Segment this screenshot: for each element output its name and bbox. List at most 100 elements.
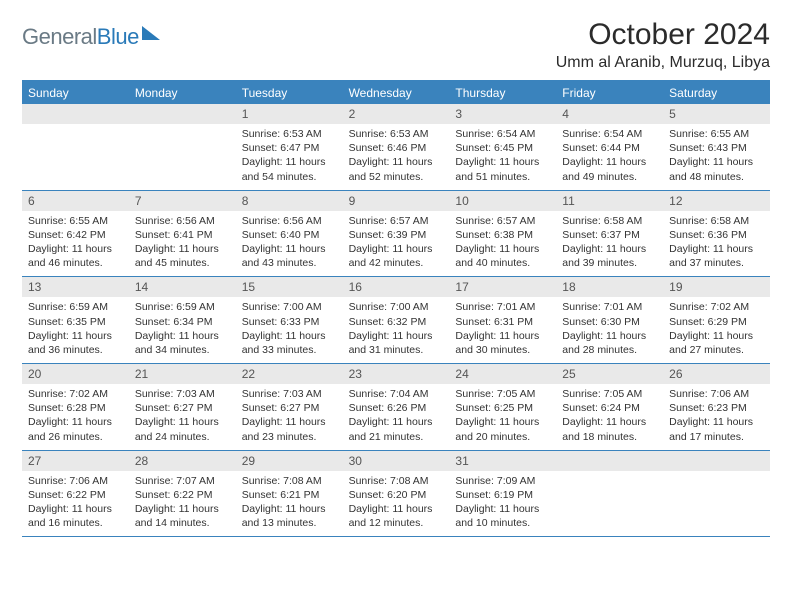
calendar-page: GeneralBlue October 2024 Umm al Aranib, … [0, 0, 792, 547]
sunset-text: Sunset: 6:26 PM [349, 401, 444, 415]
sunset-text: Sunset: 6:38 PM [455, 228, 550, 242]
day-number: 8 [236, 191, 343, 211]
daylight-text: Daylight: 11 hours and 54 minutes. [242, 155, 337, 183]
sunrise-text: Sunrise: 7:08 AM [349, 474, 444, 488]
sunrise-text: Sunrise: 7:02 AM [669, 300, 764, 314]
day-cell-1: 1Sunrise: 6:53 AMSunset: 6:47 PMDaylight… [236, 104, 343, 190]
day-cell-28: 28Sunrise: 7:07 AMSunset: 6:22 PMDayligh… [129, 451, 236, 537]
daylight-text: Daylight: 11 hours and 39 minutes. [562, 242, 657, 270]
day-body: Sunrise: 6:59 AMSunset: 6:34 PMDaylight:… [129, 297, 236, 357]
sunrise-text: Sunrise: 7:01 AM [562, 300, 657, 314]
sunrise-text: Sunrise: 7:05 AM [455, 387, 550, 401]
sunrise-text: Sunrise: 7:04 AM [349, 387, 444, 401]
day-body: Sunrise: 6:56 AMSunset: 6:40 PMDaylight:… [236, 211, 343, 271]
sunrise-text: Sunrise: 6:57 AM [455, 214, 550, 228]
day-number: 27 [22, 451, 129, 471]
day-number: 13 [22, 277, 129, 297]
week-row: 13Sunrise: 6:59 AMSunset: 6:35 PMDayligh… [22, 277, 770, 364]
day-number: 24 [449, 364, 556, 384]
weekday-thursday: Thursday [449, 82, 556, 104]
daylight-text: Daylight: 11 hours and 31 minutes. [349, 329, 444, 357]
sunrise-text: Sunrise: 7:08 AM [242, 474, 337, 488]
sunrise-text: Sunrise: 6:56 AM [242, 214, 337, 228]
day-cell-2: 2Sunrise: 6:53 AMSunset: 6:46 PMDaylight… [343, 104, 450, 190]
daylight-text: Daylight: 11 hours and 49 minutes. [562, 155, 657, 183]
day-number: 7 [129, 191, 236, 211]
sunset-text: Sunset: 6:36 PM [669, 228, 764, 242]
day-cell-17: 17Sunrise: 7:01 AMSunset: 6:31 PMDayligh… [449, 277, 556, 363]
sunset-text: Sunset: 6:32 PM [349, 315, 444, 329]
day-cell-6: 6Sunrise: 6:55 AMSunset: 6:42 PMDaylight… [22, 191, 129, 277]
day-number: 11 [556, 191, 663, 211]
daylight-text: Daylight: 11 hours and 21 minutes. [349, 415, 444, 443]
day-body: Sunrise: 7:00 AMSunset: 6:32 PMDaylight:… [343, 297, 450, 357]
sunrise-text: Sunrise: 7:00 AM [242, 300, 337, 314]
day-number: 16 [343, 277, 450, 297]
empty-cell [129, 104, 236, 190]
day-cell-14: 14Sunrise: 6:59 AMSunset: 6:34 PMDayligh… [129, 277, 236, 363]
day-number: 6 [22, 191, 129, 211]
week-row: 20Sunrise: 7:02 AMSunset: 6:28 PMDayligh… [22, 364, 770, 451]
day-number: 18 [556, 277, 663, 297]
day-body: Sunrise: 7:03 AMSunset: 6:27 PMDaylight:… [129, 384, 236, 444]
day-number: 23 [343, 364, 450, 384]
day-body: Sunrise: 7:06 AMSunset: 6:23 PMDaylight:… [663, 384, 770, 444]
sunrise-text: Sunrise: 7:01 AM [455, 300, 550, 314]
day-cell-19: 19Sunrise: 7:02 AMSunset: 6:29 PMDayligh… [663, 277, 770, 363]
day-cell-22: 22Sunrise: 7:03 AMSunset: 6:27 PMDayligh… [236, 364, 343, 450]
daylight-text: Daylight: 11 hours and 30 minutes. [455, 329, 550, 357]
week-row: 27Sunrise: 7:06 AMSunset: 6:22 PMDayligh… [22, 451, 770, 538]
sunrise-text: Sunrise: 7:05 AM [562, 387, 657, 401]
sunset-text: Sunset: 6:33 PM [242, 315, 337, 329]
daylight-text: Daylight: 11 hours and 14 minutes. [135, 502, 230, 530]
sunrise-text: Sunrise: 6:56 AM [135, 214, 230, 228]
sunset-text: Sunset: 6:39 PM [349, 228, 444, 242]
daylight-text: Daylight: 11 hours and 37 minutes. [669, 242, 764, 270]
day-number: 12 [663, 191, 770, 211]
day-body: Sunrise: 6:56 AMSunset: 6:41 PMDaylight:… [129, 211, 236, 271]
day-cell-9: 9Sunrise: 6:57 AMSunset: 6:39 PMDaylight… [343, 191, 450, 277]
sunrise-text: Sunrise: 6:59 AM [135, 300, 230, 314]
calendar-grid: SundayMondayTuesdayWednesdayThursdayFrid… [22, 80, 770, 537]
day-number: 14 [129, 277, 236, 297]
day-body: Sunrise: 7:01 AMSunset: 6:30 PMDaylight:… [556, 297, 663, 357]
day-number: 10 [449, 191, 556, 211]
day-body: Sunrise: 7:06 AMSunset: 6:22 PMDaylight:… [22, 471, 129, 531]
day-body: Sunrise: 6:53 AMSunset: 6:46 PMDaylight:… [343, 124, 450, 184]
empty-cell [22, 104, 129, 190]
daylight-text: Daylight: 11 hours and 52 minutes. [349, 155, 444, 183]
sunrise-text: Sunrise: 6:53 AM [349, 127, 444, 141]
empty-cell [663, 451, 770, 537]
day-cell-30: 30Sunrise: 7:08 AMSunset: 6:20 PMDayligh… [343, 451, 450, 537]
daylight-text: Daylight: 11 hours and 20 minutes. [455, 415, 550, 443]
weekday-header-row: SundayMondayTuesdayWednesdayThursdayFrid… [22, 82, 770, 104]
sunset-text: Sunset: 6:27 PM [242, 401, 337, 415]
sunset-text: Sunset: 6:30 PM [562, 315, 657, 329]
sunset-text: Sunset: 6:21 PM [242, 488, 337, 502]
day-cell-26: 26Sunrise: 7:06 AMSunset: 6:23 PMDayligh… [663, 364, 770, 450]
daylight-text: Daylight: 11 hours and 24 minutes. [135, 415, 230, 443]
sunrise-text: Sunrise: 6:55 AM [28, 214, 123, 228]
sunrise-text: Sunrise: 6:55 AM [669, 127, 764, 141]
day-body: Sunrise: 6:59 AMSunset: 6:35 PMDaylight:… [22, 297, 129, 357]
day-body: Sunrise: 6:53 AMSunset: 6:47 PMDaylight:… [236, 124, 343, 184]
daylight-text: Daylight: 11 hours and 43 minutes. [242, 242, 337, 270]
day-body: Sunrise: 6:55 AMSunset: 6:43 PMDaylight:… [663, 124, 770, 184]
day-number: 2 [343, 104, 450, 124]
day-cell-18: 18Sunrise: 7:01 AMSunset: 6:30 PMDayligh… [556, 277, 663, 363]
day-body: Sunrise: 7:00 AMSunset: 6:33 PMDaylight:… [236, 297, 343, 357]
month-title: October 2024 [556, 18, 770, 52]
day-body: Sunrise: 6:58 AMSunset: 6:36 PMDaylight:… [663, 211, 770, 271]
daylight-text: Daylight: 11 hours and 33 minutes. [242, 329, 337, 357]
week-row: 1Sunrise: 6:53 AMSunset: 6:47 PMDaylight… [22, 104, 770, 191]
day-body: Sunrise: 6:54 AMSunset: 6:45 PMDaylight:… [449, 124, 556, 184]
sunset-text: Sunset: 6:22 PM [28, 488, 123, 502]
brand-part2: Blue [97, 24, 139, 49]
weekday-tuesday: Tuesday [236, 82, 343, 104]
day-number: 20 [22, 364, 129, 384]
sunset-text: Sunset: 6:20 PM [349, 488, 444, 502]
sunrise-text: Sunrise: 6:54 AM [562, 127, 657, 141]
day-number: 1 [236, 104, 343, 124]
day-number: 25 [556, 364, 663, 384]
day-body: Sunrise: 7:08 AMSunset: 6:20 PMDaylight:… [343, 471, 450, 531]
